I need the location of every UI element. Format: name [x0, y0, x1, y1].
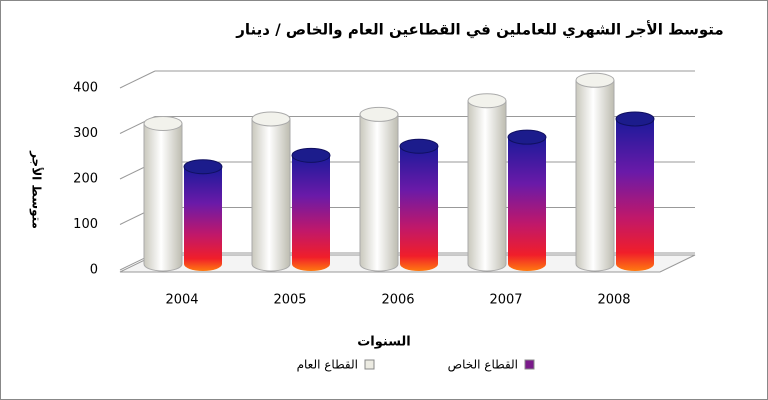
cylinder-body: [143, 123, 183, 272]
cylinder: [507, 129, 547, 271]
chart-title: متوسط الأجر الشهري للعاملين في القطاعين …: [235, 21, 723, 40]
legend-swatch: [524, 359, 535, 370]
y-tick-label: 400: [73, 81, 98, 96]
cylinder-top: [143, 116, 183, 131]
grid-line-side: [119, 70, 156, 89]
y-tick-label: 200: [73, 172, 98, 187]
x-axis-label: السنوات: [357, 335, 411, 350]
y-tick-label: 300: [73, 126, 98, 141]
cylinder-body: [184, 166, 222, 271]
x-tick-label: 2008: [597, 293, 630, 308]
cylinder-top: [507, 129, 547, 145]
cylinder-top: [575, 72, 615, 88]
cylinder-body: [292, 155, 330, 271]
cylinder: [251, 111, 291, 272]
cylinder-top: [359, 106, 399, 122]
cylinder: [359, 106, 399, 272]
cylinder: [143, 116, 183, 272]
x-tick-label: 2007: [489, 293, 522, 308]
cylinder-body: [575, 79, 615, 272]
cylinder-body: [400, 146, 438, 271]
y-tick-label: 100: [73, 217, 98, 232]
cylinder: [467, 93, 507, 272]
x-tick-label: 2006: [381, 293, 414, 308]
cylinder: [615, 111, 655, 271]
x-tick-label: 2004: [165, 293, 198, 308]
cylinder-top: [467, 93, 507, 109]
cylinder: [399, 138, 439, 271]
cylinder-body: [467, 100, 507, 272]
cylinder-body: [359, 113, 399, 272]
legend-swatch: [364, 359, 375, 370]
cylinder-body: [616, 118, 654, 271]
legend-label: القطاع الخاص: [448, 358, 518, 373]
cylinder-top: [183, 159, 223, 175]
legend-label: القطاع العام: [297, 358, 358, 372]
cylinder: [575, 72, 615, 272]
cylinder-top: [615, 111, 655, 127]
cylinder-top: [399, 138, 439, 154]
cylinder-body: [508, 137, 546, 271]
x-tick-label: 2005: [273, 293, 306, 308]
y-tick-label: 0: [90, 263, 98, 278]
y-axis-label: متوسط الأجر: [29, 150, 45, 229]
cylinder-top: [291, 147, 331, 163]
cylinder: [183, 159, 223, 271]
cylinder-top: [251, 111, 291, 127]
cylinder: [291, 147, 331, 271]
cylinder-body: [251, 118, 291, 272]
